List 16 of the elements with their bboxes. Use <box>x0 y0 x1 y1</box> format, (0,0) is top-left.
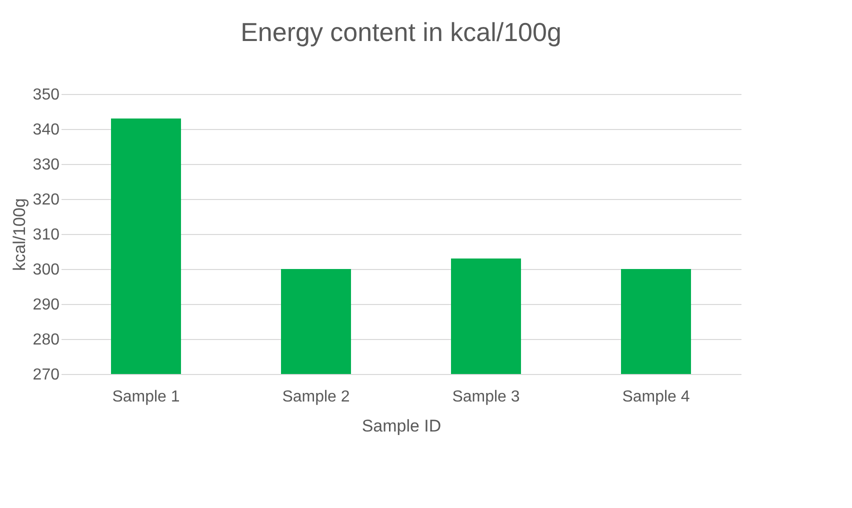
y-tick-label: 300 <box>32 262 60 278</box>
x-tick-label: Sample 3 <box>452 388 520 406</box>
x-axis-title: Sample ID <box>362 416 442 436</box>
chart-title: Energy content in kcal/100g <box>240 17 562 47</box>
y-tick-label: 290 <box>32 296 60 314</box>
y-tick-label: 320 <box>32 192 60 208</box>
x-tick-label: Sample 1 <box>112 388 180 406</box>
x-tick-label: Sample 2 <box>282 388 350 406</box>
y-tick-label: 350 <box>32 86 60 104</box>
y-tick-label: 280 <box>32 332 60 348</box>
y-tick-label: 310 <box>32 226 60 244</box>
y-tick-label: 340 <box>32 122 60 138</box>
y-tick-label: 270 <box>32 366 60 384</box>
y-tick-label: 330 <box>32 156 60 174</box>
x-tick-label: Sample 4 <box>622 388 690 406</box>
y-axis-title: kcal/100g <box>10 198 29 271</box>
